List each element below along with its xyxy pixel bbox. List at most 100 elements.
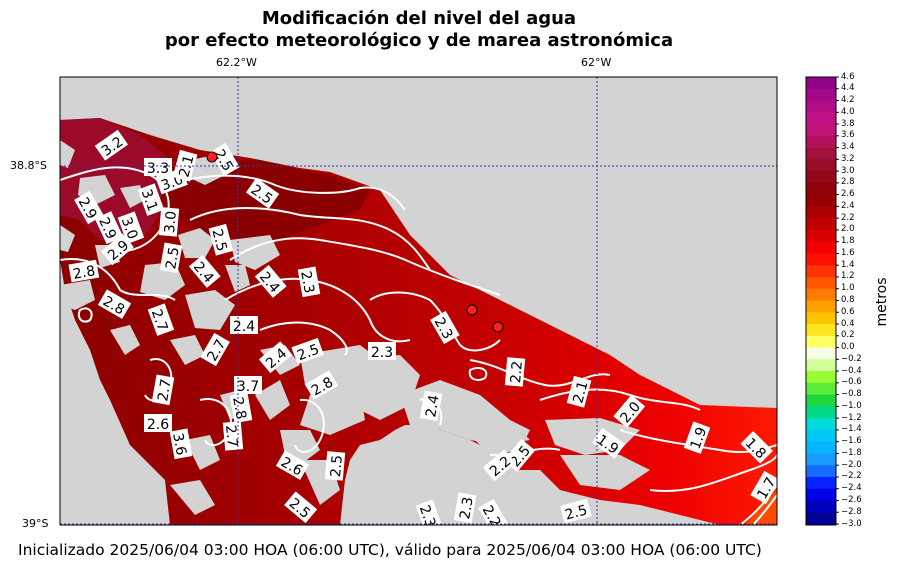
colorbar-tick-label: 3.4 <box>841 142 855 153</box>
colorbar-band <box>806 171 836 184</box>
contour-label: 3.7 <box>237 379 259 395</box>
title-line-2: por efecto meteorológico y de marea astr… <box>164 30 674 51</box>
colorbar-band <box>806 77 836 90</box>
colorbar-band <box>806 359 836 372</box>
colorbar-band <box>806 465 836 478</box>
colorbar-band <box>806 441 836 455</box>
contour-label: 2.4 <box>233 319 255 335</box>
colorbar-tick-label: 2.6 <box>841 189 855 200</box>
contour-label: 1.9 <box>688 425 711 451</box>
colorbar-band <box>806 418 836 431</box>
colorbar-band <box>806 335 836 349</box>
colorbar-band <box>806 300 836 313</box>
colorbar-tick-label: 0.6 <box>841 306 855 317</box>
colorbar-tick-label: 3.2 <box>841 153 855 164</box>
contour-label: 2.4 <box>423 394 443 419</box>
contour-label: 2.2 <box>508 360 526 384</box>
colorbar-band <box>806 147 836 160</box>
contour-label: 2.3 <box>416 503 439 529</box>
colorbar-band <box>806 229 836 243</box>
colorbar-band <box>806 253 836 266</box>
contour-label: 2.3 <box>371 345 393 361</box>
colorbar-band <box>806 347 836 360</box>
colorbar-tick-label: −1.8 <box>841 447 862 458</box>
colorbar-tick-label: 4.0 <box>841 106 855 117</box>
contour-label: 2.8 <box>229 396 249 421</box>
gridlines <box>60 77 777 525</box>
colorbar-band <box>806 182 836 196</box>
colorbar-tick-label: −1.6 <box>841 436 862 447</box>
colorbar-tick-label: −2.6 <box>841 494 862 505</box>
colorbar-band <box>806 371 836 384</box>
colorbar-band <box>806 100 836 113</box>
colorbar-band <box>806 241 836 255</box>
colorbar-tick-label: 4.6 <box>841 71 855 82</box>
station-marker[interactable] <box>492 321 504 333</box>
contour-label: 2.7 <box>222 424 240 448</box>
contour-label: 2.5 <box>163 246 183 271</box>
colorbar-tick-label: 1.2 <box>841 271 855 282</box>
lat-tick-label: 38.8°S <box>10 159 47 172</box>
colorbar-band <box>806 312 836 325</box>
lon-tick-label: 62.2°W <box>216 56 257 69</box>
station-marker[interactable] <box>466 304 478 316</box>
colorbar <box>806 76 839 525</box>
colorbar-tick-label: 3.0 <box>841 165 855 176</box>
colorbar-band <box>806 159 836 172</box>
colorbar-band <box>806 512 836 525</box>
colorbar-tick-label: −0.4 <box>841 365 862 376</box>
colorbar-tick-label: 1.8 <box>841 236 855 247</box>
colorbar-band <box>806 206 836 219</box>
colorbar-tick-label: −1.2 <box>841 412 862 423</box>
colorbar-tick-label: 2.4 <box>841 200 855 211</box>
colorbar-tick-label: −0.8 <box>841 389 862 400</box>
station-marker[interactable] <box>206 151 218 163</box>
contour-label: 2.1 <box>570 379 591 405</box>
colorbar-tick-label: −3.0 <box>841 518 862 529</box>
colorbar-tick-label: 4.2 <box>841 95 855 106</box>
colorbar-tick-label: 3.8 <box>841 118 855 129</box>
colorbar-frame <box>805 76 837 526</box>
colorbar-tick-label: 1.0 <box>841 283 855 294</box>
colorbar-band <box>806 124 836 137</box>
colorbar-band <box>806 382 836 396</box>
map-frame <box>59 76 778 526</box>
colorbar-band <box>806 488 836 502</box>
colorbar-tick-label: 2.8 <box>841 177 855 188</box>
contour-label: 2.3 <box>457 496 477 521</box>
colorbar-tick-label: 4.4 <box>841 83 855 94</box>
colorbar-band <box>806 406 836 419</box>
map-title: Modificación del nivel del agua por efec… <box>0 8 838 52</box>
lat-tick-label: 39°S <box>22 517 49 530</box>
colorbar-band <box>806 135 836 149</box>
colorbar-tick-label: −2.0 <box>841 459 862 470</box>
colorbar-band <box>806 476 836 490</box>
contour-label: 2.5 <box>563 502 589 523</box>
colorbar-band <box>806 88 836 102</box>
lon-tick-label: 62°W <box>581 56 612 69</box>
colorbar-band <box>806 394 836 407</box>
contour-label: 2.3 <box>297 270 317 295</box>
validity-footer: Inicializado 2025/06/04 03:00 HOA (06:00… <box>18 541 762 559</box>
colorbar-tick-label: 0.0 <box>841 342 855 353</box>
colorbar-band <box>806 324 836 337</box>
colorbar-tick-label: −1.4 <box>841 424 862 435</box>
colorbar-tick-label: 0.8 <box>841 295 855 305</box>
colorbar-tick-label: 0.4 <box>841 318 855 329</box>
colorbar-tick-label: 0.2 <box>841 330 855 341</box>
colorbar-tick-label: 2.2 <box>841 212 855 223</box>
colorbar-band <box>806 194 836 207</box>
colorbar-band <box>806 429 836 443</box>
colorbar-band <box>806 288 836 302</box>
colorbar-band <box>806 265 836 278</box>
colorbar-band <box>806 218 836 231</box>
colorbar-band <box>806 453 836 466</box>
contour-label: 2.6 <box>147 417 169 433</box>
title-line-1: Modificación del nivel del agua <box>261 8 577 29</box>
colorbar-unit-label: metros <box>874 277 890 327</box>
colorbar-tick-label: −2.2 <box>841 471 862 482</box>
contour-label: 3.1 <box>138 187 161 213</box>
contour-label: 3.6 <box>169 432 189 457</box>
colorbar-tick-label: 2.0 <box>841 224 855 235</box>
